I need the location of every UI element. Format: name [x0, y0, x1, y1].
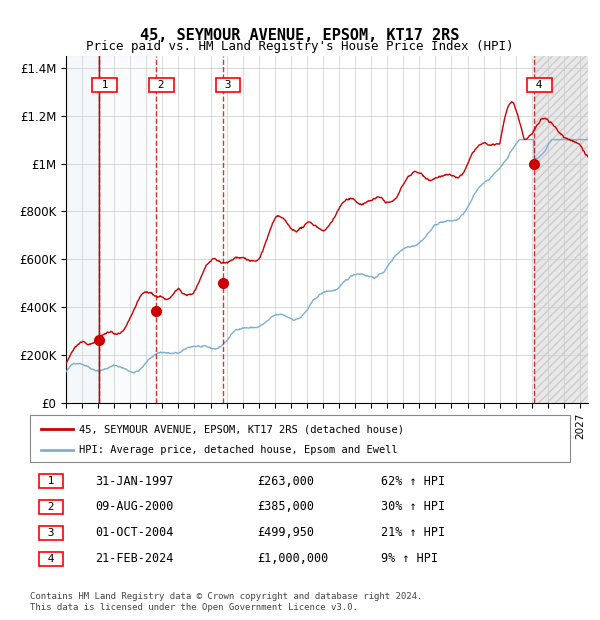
Text: 01-OCT-2004: 01-OCT-2004	[95, 526, 173, 539]
Text: 9% ↑ HPI: 9% ↑ HPI	[381, 552, 438, 565]
Text: 3: 3	[218, 80, 238, 90]
Text: 45, SEYMOUR AVENUE, EPSOM, KT17 2RS (detached house): 45, SEYMOUR AVENUE, EPSOM, KT17 2RS (det…	[79, 424, 404, 435]
Text: 30% ↑ HPI: 30% ↑ HPI	[381, 500, 445, 513]
Text: £263,000: £263,000	[257, 474, 314, 487]
Text: 62% ↑ HPI: 62% ↑ HPI	[381, 474, 445, 487]
Text: HPI: Average price, detached house, Epsom and Ewell: HPI: Average price, detached house, Epso…	[79, 445, 397, 455]
Text: 3: 3	[41, 528, 61, 538]
FancyBboxPatch shape	[534, 56, 588, 403]
Text: 2: 2	[41, 502, 61, 512]
Text: 1: 1	[41, 476, 61, 486]
Text: £499,950: £499,950	[257, 526, 314, 539]
Text: £385,000: £385,000	[257, 500, 314, 513]
Text: Contains HM Land Registry data © Crown copyright and database right 2024.
This d: Contains HM Land Registry data © Crown c…	[30, 592, 422, 611]
Text: 31-JAN-1997: 31-JAN-1997	[95, 474, 173, 487]
Bar	[100, 56, 156, 403]
Text: 45, SEYMOUR AVENUE, EPSOM, KT17 2RS: 45, SEYMOUR AVENUE, EPSOM, KT17 2RS	[140, 28, 460, 43]
Text: 4: 4	[41, 554, 61, 564]
Text: 2: 2	[151, 80, 172, 90]
Text: 1: 1	[95, 80, 115, 90]
Text: £1,000,000: £1,000,000	[257, 552, 328, 565]
Bar	[66, 56, 100, 403]
Text: 21% ↑ HPI: 21% ↑ HPI	[381, 526, 445, 539]
Text: 21-FEB-2024: 21-FEB-2024	[95, 552, 173, 565]
Text: Price paid vs. HM Land Registry's House Price Index (HPI): Price paid vs. HM Land Registry's House …	[86, 40, 514, 53]
Text: 09-AUG-2000: 09-AUG-2000	[95, 500, 173, 513]
FancyBboxPatch shape	[30, 415, 570, 462]
Text: 4: 4	[529, 80, 550, 90]
